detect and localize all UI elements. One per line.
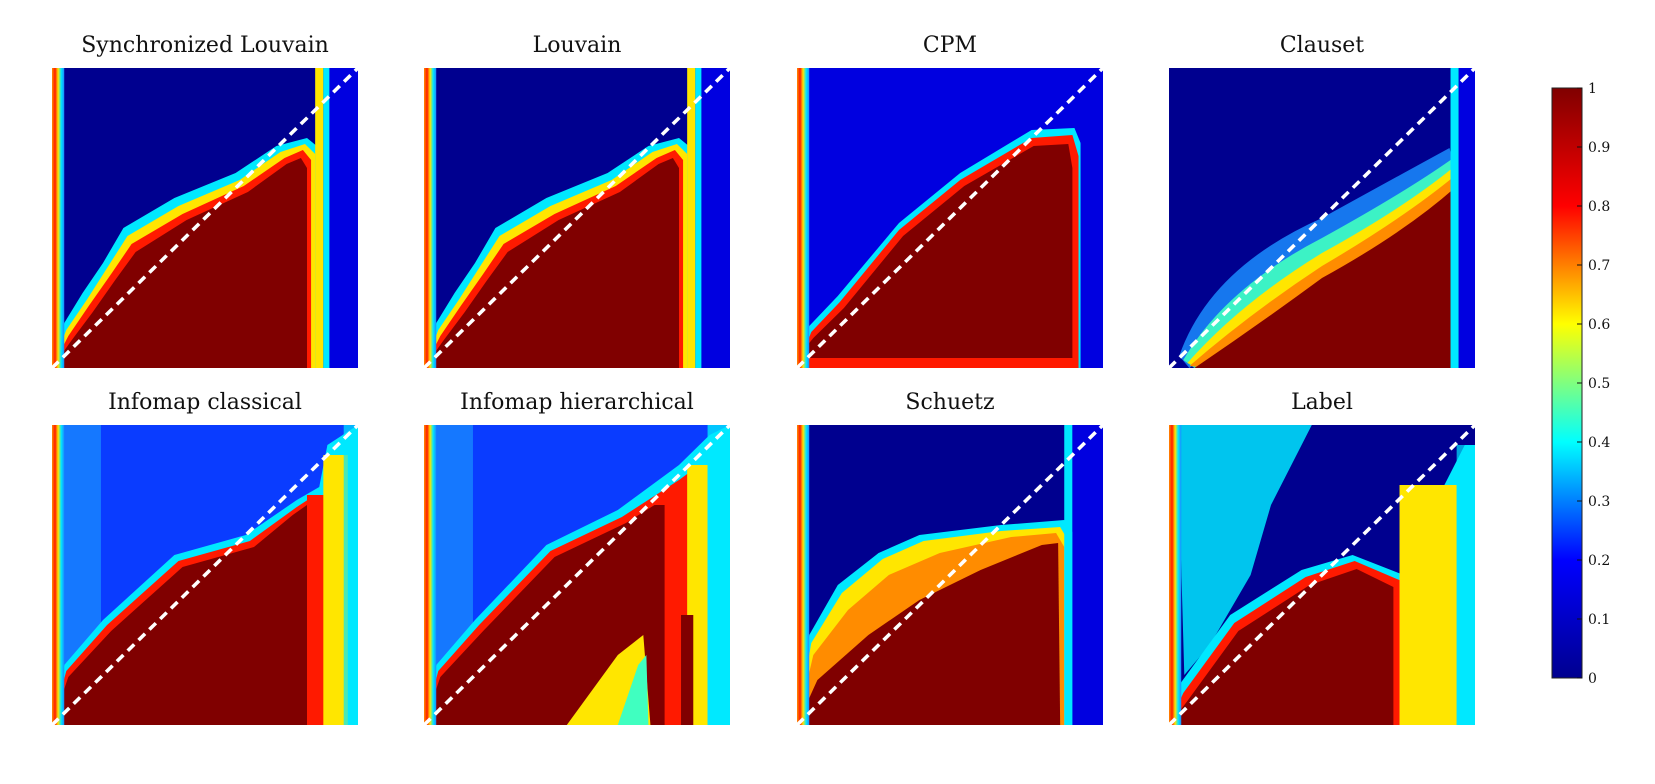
panel-title: Infomap hierarchical [460, 390, 694, 415]
heatmap-panel-infomap-classical: Infomap classical [52, 387, 358, 725]
right-edge-transition [695, 68, 702, 368]
colorbar-tick-label: 0.2 [1588, 553, 1610, 569]
colorbar-tick-label: 0.4 [1588, 435, 1610, 451]
right-edge-transition [687, 68, 696, 368]
heatmap-plot [424, 68, 730, 368]
panel-title: Schuetz [905, 390, 995, 415]
right-edge-field [1456, 445, 1475, 725]
high-value-region [424, 505, 665, 725]
left-edge-band [797, 425, 810, 725]
panel-title: Clauset [1279, 33, 1365, 58]
heatmap-panel-louvain: Louvain [424, 30, 730, 368]
heatmap-panel-schuetz: Schuetz [797, 387, 1103, 725]
light-field [60, 425, 101, 665]
diagonal-reference-line [1169, 68, 1475, 368]
high-value-region [797, 543, 1061, 725]
colorbar-tick-label: 0.7 [1588, 258, 1610, 274]
colorbar: 0 0.1 0.2 0.3 0.4 0.5 0.6 0.7 0.8 0.9 1 [1551, 81, 1642, 718]
right-edge-field [701, 68, 730, 368]
diagonal-reference-line [52, 425, 358, 725]
right-edge-field [343, 425, 358, 725]
right-edge-transition [1064, 425, 1073, 725]
high-value-region [424, 158, 679, 368]
high-value-region [1169, 569, 1394, 725]
right-transition [307, 495, 326, 725]
left-edge-band [424, 68, 437, 368]
heatmap-plot [52, 425, 358, 725]
light-field [1177, 425, 1312, 675]
high-value-region [797, 144, 1073, 358]
colorbar-tick-label: 0.5 [1588, 376, 1610, 392]
right-edge-field [1072, 425, 1103, 725]
heatmap-panel-synchronized-louvain: Synchronized Louvain [52, 30, 358, 368]
heatmap-panel-cpm: CPM [797, 30, 1103, 368]
left-edge-band [52, 425, 65, 725]
transition-band [1189, 176, 1455, 368]
high-value-region [1194, 188, 1455, 368]
heatmap-plot [797, 68, 1103, 368]
bottom-edge-band [797, 358, 1079, 368]
right-edge-field [329, 68, 358, 368]
panel-title: Infomap classical [108, 390, 302, 415]
right-edge-field [1080, 68, 1103, 368]
heatmap-panel-infomap-hierarchical: Infomap hierarchical [424, 387, 730, 725]
left-edge-band [1169, 425, 1182, 725]
right-yellow-band [1399, 485, 1457, 725]
colorbar-tick-label: 0.1 [1588, 612, 1610, 628]
panel-title: Label [1291, 390, 1353, 415]
inner-high-strip [681, 615, 694, 725]
colorbar-tick-label: 0.8 [1588, 199, 1610, 215]
right-edge-transition [323, 68, 330, 368]
colorbar-tick-label: 0.6 [1588, 317, 1610, 333]
left-edge-band [52, 68, 65, 368]
heatmap-plot [52, 68, 358, 368]
right-edge-transition [315, 68, 324, 368]
colorbar-svg: 0 0.1 0.2 0.3 0.4 0.5 0.6 0.7 0.8 0.9 1 [1551, 81, 1610, 687]
diagonal-reference-line [797, 68, 1103, 368]
heatmap-plot [797, 425, 1103, 725]
diagonal-reference-line [52, 68, 358, 368]
inner-low-region [617, 655, 649, 725]
high-value-region [52, 505, 307, 725]
right-edge-transition [1450, 68, 1459, 368]
heatmap-field [1169, 68, 1475, 368]
panel-title: Louvain [532, 33, 622, 58]
panel-title: CPM [922, 33, 978, 58]
heatmap-plot [424, 425, 730, 725]
colorbar-tick-label: 0.9 [1588, 140, 1610, 156]
left-edge-band [797, 68, 810, 368]
heatmap-panel-label: Label [1169, 387, 1475, 725]
colorbar-tick-label: 0.3 [1588, 494, 1610, 510]
diagonal-reference-line [1169, 425, 1475, 725]
left-edge-band [424, 425, 437, 725]
right-edge-field [707, 425, 730, 725]
diagonal-reference-line [424, 425, 730, 725]
colorbar-tick-label: 1 [1588, 81, 1597, 97]
panel-title: Synchronized Louvain [81, 33, 329, 58]
high-value-region [52, 158, 307, 368]
right-edge-field [1458, 68, 1475, 368]
heatmap-plot [1169, 425, 1475, 725]
diagonal-reference-line [424, 68, 730, 368]
heatmap-plot [1169, 68, 1475, 368]
colorbar-tick-label: 0 [1588, 671, 1597, 687]
light-field [432, 425, 473, 665]
heatmap-panel-clauset: Clauset [1169, 30, 1475, 368]
diagonal-reference-line [797, 425, 1103, 725]
